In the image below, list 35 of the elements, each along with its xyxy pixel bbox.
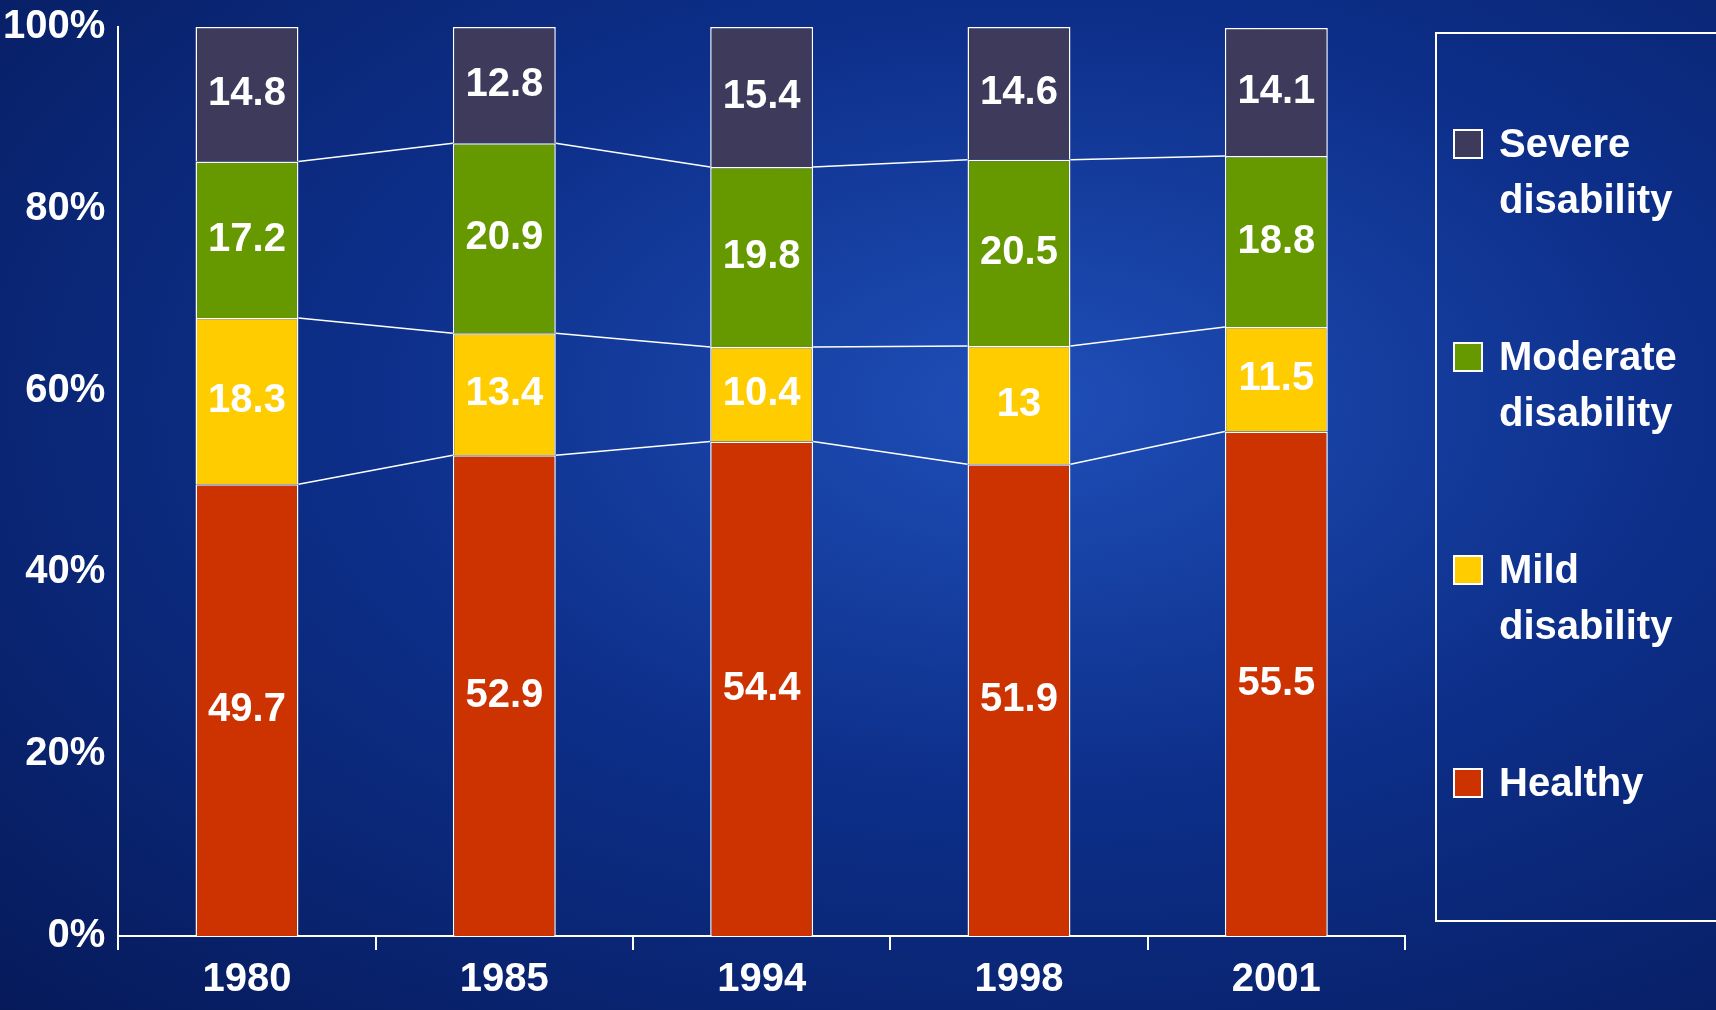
data-label: 18.8 [1237,216,1316,261]
data-label: 10.4 [722,369,802,414]
x-tick-label: 2001 [1231,955,1321,1000]
legend-label: Severe disability [1499,119,1674,223]
legend-label: Healthy [1499,758,1645,806]
data-label: 14.6 [980,68,1058,113]
legend-label: Moderate disability [1499,332,1678,436]
x-tick-label: 1998 [974,955,1064,1000]
y-tick-label: 100% [2,2,106,47]
data-label: 49.7 [208,685,286,730]
x-tick-label: 1994 [717,955,807,1000]
data-label: 12.8 [465,60,544,105]
data-label: 14.8 [208,69,286,114]
data-label: 19.8 [722,232,801,277]
data-label: 55.5 [1237,658,1316,703]
y-tick-label: 20% [25,729,106,774]
x-tick-label: 1980 [202,955,292,1000]
data-label: 14.1 [1237,67,1316,112]
y-tick-label: 60% [25,365,106,410]
data-label: 13 [996,380,1042,425]
data-label: 54.4 [722,663,802,708]
legend-label: Mild disability [1499,545,1674,649]
data-label: 20.9 [465,213,544,258]
data-label: 51.9 [980,675,1058,720]
data-label: 13.4 [465,369,544,414]
data-label: 15.4 [722,72,802,117]
data-label: 17.2 [208,214,286,259]
y-tick-label: 40% [25,547,106,592]
data-label: 52.9 [465,670,544,715]
x-tick-label: 1985 [459,955,549,1000]
data-label: 18.3 [208,376,286,421]
data-label: 20.5 [980,227,1058,272]
data-label: 11.5 [1238,354,1315,399]
y-tick-label: 0% [47,911,106,956]
y-tick-label: 80% [25,183,106,228]
